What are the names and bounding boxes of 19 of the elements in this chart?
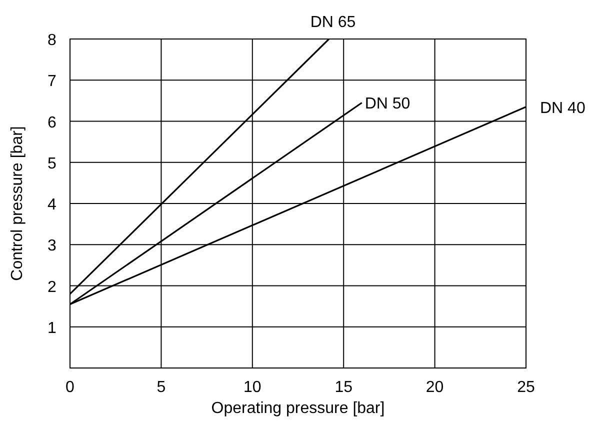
x-tick-label: 20 — [426, 379, 444, 396]
y-tick-label: 3 — [48, 238, 57, 255]
y-tick-label: 5 — [48, 155, 57, 172]
x-tick-label: 25 — [517, 379, 535, 396]
y-tick-label: 4 — [48, 196, 57, 214]
x-tick-label: 5 — [156, 379, 166, 396]
y-tick-label: 2 — [48, 278, 57, 296]
series-label: DN 50 — [364, 96, 410, 113]
y-tick-label: 8 — [48, 32, 57, 49]
y-tick-label: 6 — [48, 114, 57, 132]
series-label: DN 65 — [310, 14, 356, 31]
y-tick-label: 7 — [48, 73, 57, 90]
x-tick-label: 15 — [334, 379, 353, 396]
series-label: DN 40 — [540, 100, 586, 117]
x-tick-label: 0 — [66, 379, 75, 396]
y-axis-title: Control pressure [bar] — [9, 126, 26, 281]
x-axis-title: Operating pressure [bar] — [211, 400, 385, 417]
y-tick-label: 1 — [48, 320, 57, 337]
x-tick-label: 10 — [244, 379, 262, 396]
